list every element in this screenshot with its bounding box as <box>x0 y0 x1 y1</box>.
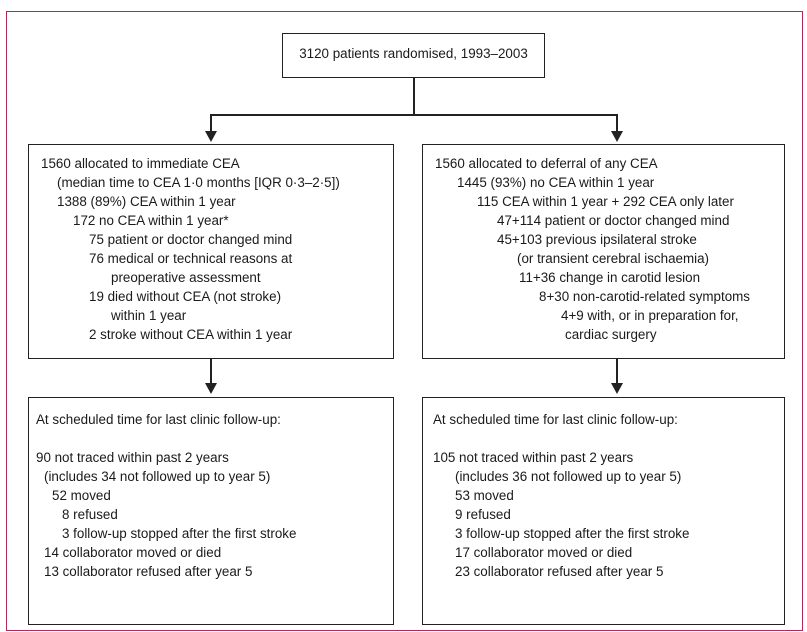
arrow-to-right-followup <box>611 383 623 394</box>
arrow-to-left-followup <box>205 383 217 394</box>
box-line: 1560 allocated to deferral of any CEA <box>435 156 658 171</box>
randomised-text: 3120 patients randomised, 1993–2003 <box>299 46 528 61</box>
box-line: 14 collaborator moved or died <box>44 545 222 560</box>
box-line: 13 collaborator refused after year 5 <box>44 564 253 579</box>
box-line: 172 no CEA within 1 year* <box>73 213 229 228</box>
arrow-to-immediate <box>205 131 217 142</box>
box-line: 76 medical or technical reasons at <box>89 251 293 266</box>
connector-right-drop <box>616 114 618 131</box>
box-line: 11+36 change in carotid lesion <box>519 270 701 285</box>
box-line: 2 stroke without CEA within 1 year <box>89 327 293 342</box>
box-line: 4+9 with, or in preparation for, <box>561 308 739 323</box>
box-line: 9 refused <box>455 507 511 522</box>
arrow-to-deferral <box>611 131 623 142</box>
box-line: 3 follow-up stopped after the first stro… <box>455 526 690 541</box>
box-line: 8+30 non-carotid-related symptoms <box>539 289 751 304</box>
box-line: 53 moved <box>455 488 514 503</box>
box-line: 115 CEA within 1 year + 292 CEA only lat… <box>477 194 734 209</box>
box-line: within 1 year <box>111 308 187 323</box>
immediate-followup-box: At scheduled time for last clinic follow… <box>28 397 394 625</box>
connector-left-drop <box>210 114 212 131</box>
box-line: 105 not traced within past 2 years <box>433 450 634 465</box>
box-line: 1445 (93%) no CEA within 1 year <box>457 175 655 190</box>
box-line: (median time to CEA 1·0 months [IQR 0·3–… <box>57 175 340 190</box>
box-line: 8 refused <box>62 507 118 522</box>
connector-left-bottom <box>210 359 212 384</box>
box-line: 52 moved <box>52 488 111 503</box>
box-line: cardiac surgery <box>565 327 657 342</box>
immediate-cea-box: 1560 allocated to immediate CEA (median t… <box>28 144 394 359</box>
box-line: 17 collaborator moved or died <box>455 545 633 560</box>
box-line: 1560 allocated to immediate CEA <box>41 156 240 171</box>
randomised-box: 3120 patients randomised, 1993–2003 <box>282 33 545 78</box>
connector-split <box>210 114 617 116</box>
box-line: 1388 (89%) CEA within 1 year <box>57 194 236 209</box>
box-line: 19 died without CEA (not stroke) <box>89 289 282 304</box>
box-line: At scheduled time for last clinic follow… <box>433 412 678 427</box>
box-line: 90 not traced within past 2 years <box>36 450 229 465</box>
box-line: (includes 36 not followed up to year 5) <box>455 469 682 484</box>
connector-right-bottom <box>616 359 618 384</box>
figure-frame <box>6 11 803 631</box>
connector-top-stem <box>413 78 415 115</box>
deferral-followup-box: At scheduled time for last clinic follow… <box>422 397 785 625</box>
box-line: 47+114 patient or doctor changed mind <box>497 213 730 228</box>
box-line: 45+103 previous ipsilateral stroke <box>497 232 697 247</box>
box-line: 75 patient or doctor changed mind <box>89 232 293 247</box>
deferral-cea-box: 1560 allocated to deferral of any CEA 144… <box>422 144 785 359</box>
box-line: At scheduled time for last clinic follow… <box>36 412 281 427</box>
box-line: 23 collaborator refused after year 5 <box>455 564 664 579</box>
box-line: (or transient cerebral ischaemia) <box>517 251 710 266</box>
box-line: preoperative assessment <box>111 270 261 285</box>
box-line: 3 follow-up stopped after the first stro… <box>62 526 297 541</box>
box-line: (includes 34 not followed up to year 5) <box>44 469 271 484</box>
